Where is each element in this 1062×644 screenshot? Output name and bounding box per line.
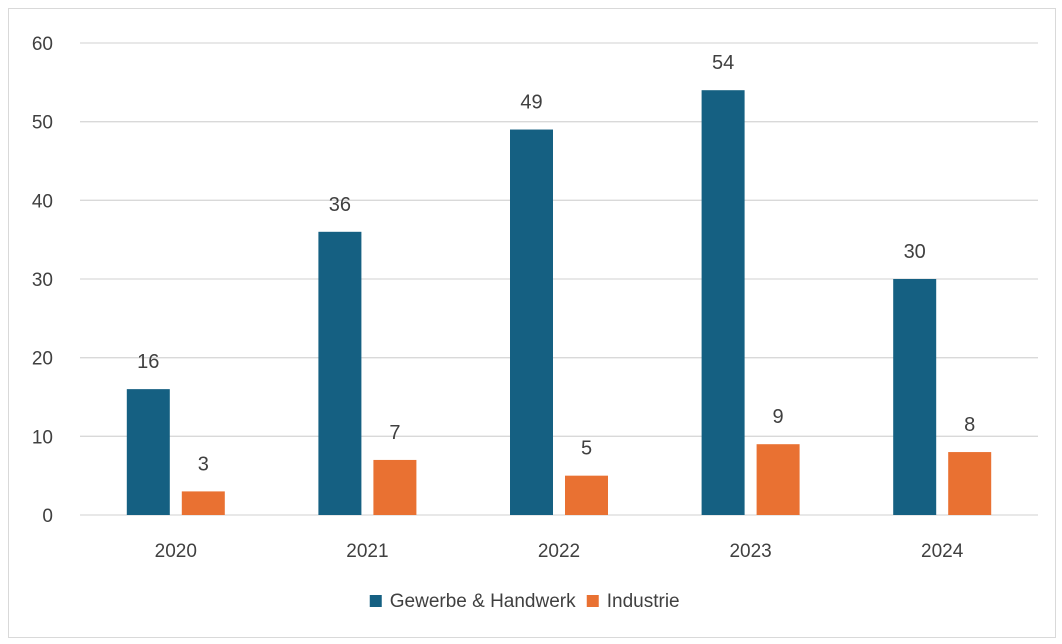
y-tick-label: 0: [42, 506, 53, 527]
data-label: 49: [520, 92, 542, 114]
x-tick-label: 2021: [346, 541, 388, 562]
legend-label: Gewerbe & Handwerk: [390, 591, 576, 612]
bar: [181, 491, 225, 515]
bar: [893, 279, 937, 515]
x-tick-label: 2024: [921, 541, 964, 562]
x-tick-label: 2022: [538, 541, 580, 562]
legend-label: Industrie: [607, 591, 680, 612]
data-labels: 16 3 36 7 49 5 54 9 30 8: [137, 52, 975, 475]
bar: [756, 444, 800, 515]
legend-swatch: [586, 595, 599, 607]
y-tick-label: 20: [32, 349, 53, 370]
legend: Gewerbe & Handwerk Industrie: [369, 591, 680, 612]
y-tick-label: 10: [32, 427, 53, 448]
legend-swatch: [369, 595, 382, 607]
bar: [373, 459, 417, 515]
y-tick-label: 50: [32, 113, 53, 134]
data-label: 5: [581, 438, 592, 460]
bar: [701, 90, 745, 515]
bar: [948, 452, 992, 515]
data-label: 3: [198, 453, 209, 475]
bar: [510, 129, 553, 516]
gridlines: [80, 42, 1038, 516]
data-label: 16: [137, 351, 159, 373]
data-label: 54: [712, 52, 734, 74]
x-tick-label: 2023: [729, 541, 771, 562]
bar: [565, 475, 608, 515]
y-axis: 0 10 20 30 40 50 60: [32, 34, 53, 527]
data-label: 9: [773, 406, 784, 428]
y-tick-label: 60: [32, 34, 53, 55]
bars: [126, 90, 992, 516]
y-tick-label: 40: [32, 191, 53, 212]
data-label: 7: [389, 422, 400, 444]
x-tick-label: 2020: [155, 541, 197, 562]
x-axis: 2020 2021 2022 2023 2024: [155, 541, 964, 562]
y-tick-label: 30: [32, 270, 53, 291]
data-label: 8: [964, 414, 975, 436]
bar: [318, 231, 362, 516]
bar: [126, 389, 170, 515]
data-label: 36: [329, 194, 351, 216]
data-label: 30: [904, 241, 926, 263]
